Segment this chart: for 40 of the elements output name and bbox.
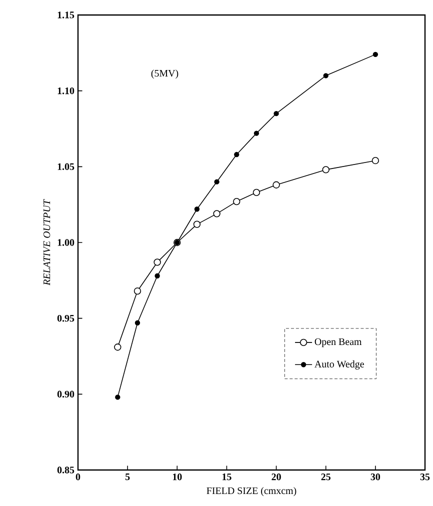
point xyxy=(234,152,240,158)
point xyxy=(115,394,120,400)
annotation: (5MV) xyxy=(151,70,178,79)
point xyxy=(372,157,380,164)
point xyxy=(134,287,142,295)
y-tick-label: 1.05 xyxy=(58,163,74,170)
x-tick-label: 20 xyxy=(272,474,281,480)
legend-label: Open Beam xyxy=(314,338,362,348)
point xyxy=(322,166,330,174)
x-tick-label: 15 xyxy=(222,474,232,480)
y-tick-label: 1.15 xyxy=(58,12,74,18)
point xyxy=(254,130,260,136)
point xyxy=(272,181,280,188)
point xyxy=(193,220,201,228)
y-tick-label: 1.00 xyxy=(58,239,74,246)
x-axis-title: FIELD SIZE (cmxcm) xyxy=(206,487,296,496)
y-tick-label: 0.95 xyxy=(57,314,74,322)
x-tick-label: 35 xyxy=(420,474,430,480)
y-axis-title: RELATIVE OUTPUT xyxy=(43,199,50,286)
point xyxy=(323,73,328,78)
x-tick-label: 25 xyxy=(321,474,330,480)
point xyxy=(154,258,161,266)
point xyxy=(213,210,220,218)
x-tick-label: 10 xyxy=(172,474,182,480)
point xyxy=(154,273,160,278)
legend-label: Auto Wedge xyxy=(314,360,364,370)
point xyxy=(372,52,378,58)
point xyxy=(134,320,140,326)
point xyxy=(233,198,240,206)
x-tick-label: 0 xyxy=(76,474,80,480)
point xyxy=(274,110,279,116)
point xyxy=(214,179,220,184)
y-tick-label: 1.10 xyxy=(58,87,74,94)
y-tick-label: 0.90 xyxy=(57,390,74,398)
point xyxy=(114,344,122,351)
y-tick-label: 0.85 xyxy=(57,466,74,474)
point xyxy=(252,188,260,196)
x-tick-label: 30 xyxy=(370,474,380,480)
x-tick-label: 5 xyxy=(125,474,130,480)
point xyxy=(194,206,200,212)
